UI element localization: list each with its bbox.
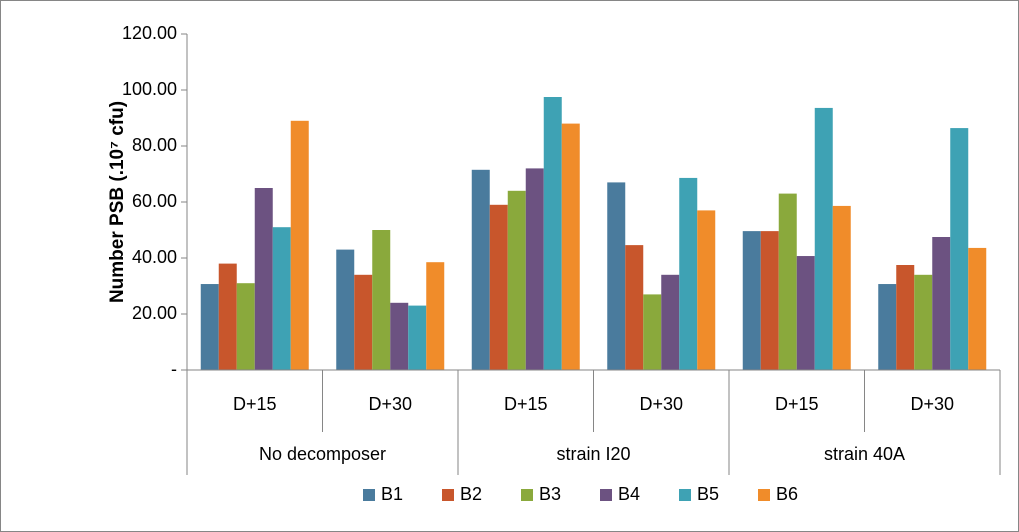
legend-swatch bbox=[758, 489, 770, 501]
bar bbox=[489, 204, 508, 370]
legend-label: B2 bbox=[460, 484, 482, 504]
bar bbox=[661, 274, 680, 370]
y-tick-label: 120.00 bbox=[122, 23, 177, 43]
bar bbox=[390, 302, 409, 370]
legend-swatch bbox=[521, 489, 533, 501]
x-tick-label: D+30 bbox=[910, 394, 954, 414]
y-tick-label: - bbox=[171, 359, 177, 379]
bar bbox=[760, 231, 779, 370]
legend-label: B6 bbox=[776, 484, 798, 504]
x-tick-label: D+15 bbox=[233, 394, 277, 414]
legend-label: B5 bbox=[697, 484, 719, 504]
bar bbox=[471, 169, 490, 370]
bar bbox=[832, 205, 851, 370]
bar bbox=[814, 107, 833, 371]
y-tick-label: 80.00 bbox=[132, 135, 177, 155]
bar bbox=[607, 182, 626, 370]
bar bbox=[679, 177, 698, 370]
bar bbox=[218, 263, 237, 370]
bar bbox=[625, 245, 644, 370]
bar bbox=[778, 193, 797, 370]
bar bbox=[354, 274, 373, 370]
bar bbox=[561, 123, 580, 370]
legend-swatch bbox=[600, 489, 612, 501]
bar bbox=[272, 227, 291, 370]
bar bbox=[507, 190, 526, 370]
legend-label: B1 bbox=[381, 484, 403, 504]
bar bbox=[914, 274, 933, 370]
bar bbox=[697, 210, 716, 370]
x-tick-label: D+15 bbox=[504, 394, 548, 414]
bar bbox=[968, 247, 987, 370]
x-tick-label: D+30 bbox=[368, 394, 412, 414]
bar bbox=[372, 230, 391, 370]
bar bbox=[878, 284, 897, 370]
x-tick-label: D+30 bbox=[639, 394, 683, 414]
y-tick-label: 100.00 bbox=[122, 79, 177, 99]
x-group-label: strain 40A bbox=[824, 444, 905, 464]
legend-swatch bbox=[679, 489, 691, 501]
legend-swatch bbox=[363, 489, 375, 501]
legend-swatch bbox=[442, 489, 454, 501]
legend-label: B4 bbox=[618, 484, 640, 504]
x-group-label: strain I20 bbox=[556, 444, 630, 464]
bar bbox=[426, 262, 445, 370]
bar bbox=[236, 283, 255, 370]
bar bbox=[796, 256, 815, 370]
bar bbox=[336, 249, 355, 370]
bar bbox=[643, 294, 662, 370]
bar bbox=[950, 128, 969, 370]
bar bbox=[254, 188, 273, 370]
bar bbox=[525, 168, 544, 370]
bar bbox=[200, 284, 219, 370]
y-tick-label: 60.00 bbox=[132, 191, 177, 211]
x-group-label: No decomposer bbox=[259, 444, 386, 464]
y-tick-label: 20.00 bbox=[132, 303, 177, 323]
x-tick-label: D+15 bbox=[775, 394, 819, 414]
y-axis-label: Number PSB (.10⁷ cfu) bbox=[107, 101, 128, 303]
bar bbox=[543, 97, 562, 370]
bar bbox=[742, 231, 761, 370]
bar bbox=[290, 120, 309, 370]
y-tick-label: 40.00 bbox=[132, 247, 177, 267]
bar bbox=[932, 237, 951, 370]
bar bbox=[408, 305, 427, 370]
bar bbox=[896, 265, 915, 370]
legend-label: B3 bbox=[539, 484, 561, 504]
